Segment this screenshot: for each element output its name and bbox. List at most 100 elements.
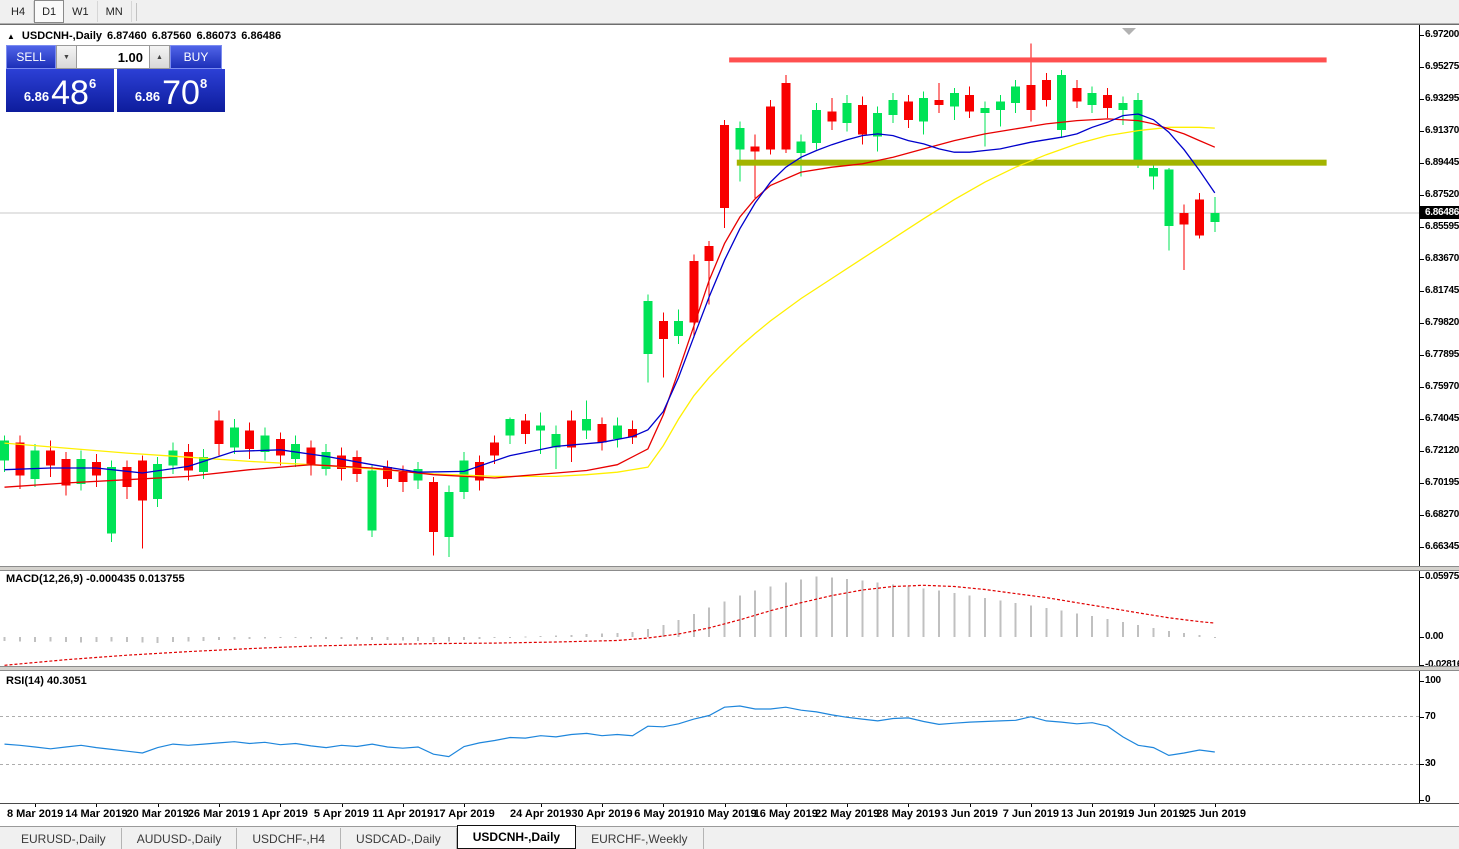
date-tick <box>341 804 343 807</box>
date-tick <box>96 804 98 807</box>
buy-button[interactable]: BUY <box>170 45 222 69</box>
price-axis-tick: 6.91370 <box>1420 125 1459 137</box>
date-tick <box>280 804 282 807</box>
price-axis-tick: 6.81745 <box>1420 285 1459 297</box>
symbol-label: USDCNH-,Daily <box>21 30 102 42</box>
rsi-label: RSI(14) 40.3051 <box>6 675 87 687</box>
date-label: 8 Mar 2019 <box>6 808 64 820</box>
macd-axis-tick: -0.02816 <box>1420 659 1459 671</box>
date-label: 10 May 2019 <box>692 808 757 820</box>
macd-canvas[interactable] <box>0 571 1419 666</box>
rsi-canvas[interactable] <box>0 671 1419 803</box>
buy-price-big: 70 <box>162 74 200 113</box>
buy-price-box[interactable]: 6.86 70 8 <box>117 69 225 112</box>
collapse-icon[interactable]: ▲ <box>7 31 15 41</box>
volume-decrease-icon[interactable]: ▼ <box>56 45 77 69</box>
ohlc-open: 6.87460 <box>107 30 147 42</box>
price-axis-tick: 6.74045 <box>1420 413 1459 425</box>
chart-tab-usdcnh[interactable]: USDCNH-,Daily <box>456 825 577 849</box>
chart-tab-eurchf[interactable]: EURCHF-,Weekly <box>576 828 704 849</box>
ohlc-close: 6.86486 <box>241 30 282 42</box>
timeframe-button-mn[interactable]: MN <box>98 1 132 22</box>
sell-price-big: 48 <box>51 74 89 113</box>
date-tick <box>785 804 787 807</box>
date-label: 24 Apr 2019 <box>510 808 572 820</box>
chart-tab-usdchf[interactable]: USDCHF-,H4 <box>237 828 342 849</box>
one-click-trading-panel: SELL ▼ ▲ BUY 6.86 48 6 6.86 70 8 <box>6 45 225 112</box>
axis-border <box>1419 25 1420 804</box>
panel-splitter-2[interactable] <box>0 666 1459 671</box>
macd-label: MACD(12,26,9) -0.000435 0.013755 <box>6 573 185 585</box>
buy-price-base: 6.86 <box>134 89 161 104</box>
sell-price-base: 6.86 <box>23 89 50 104</box>
date-tick <box>402 804 404 807</box>
date-label: 7 Jun 2019 <box>1002 808 1060 820</box>
price-axis-tick: 6.93295 <box>1420 93 1459 105</box>
date-label: 28 May 2019 <box>876 808 941 820</box>
date-label: 25 Jun 2019 <box>1183 808 1246 820</box>
price-axis-tick: 6.97200 <box>1420 28 1459 40</box>
ohlc-high: 6.87560 <box>151 30 192 42</box>
price-axis-tick: 6.89445 <box>1420 157 1459 169</box>
date-tick <box>1153 804 1155 807</box>
buy-price-pips: 8 <box>199 76 208 91</box>
price-axis-tick: 6.87520 <box>1420 189 1459 201</box>
date-label: 20 Mar 2019 <box>126 808 189 820</box>
timeframe-button-h4[interactable]: H4 <box>3 1 35 22</box>
date-tick <box>157 804 159 807</box>
date-tick <box>847 804 849 807</box>
volume-increase-icon[interactable]: ▲ <box>149 45 170 69</box>
panel-splitter[interactable] <box>0 566 1459 571</box>
date-tick <box>602 804 603 807</box>
date-label: 6 May 2019 <box>634 808 693 820</box>
chart-tab-usdcad[interactable]: USDCAD-,Daily <box>341 828 457 849</box>
chart-shift-marker-icon[interactable] <box>1122 28 1136 35</box>
timeframe-button-d1[interactable]: D1 <box>34 0 65 23</box>
date-tick <box>724 804 726 807</box>
timeframe-button-w1[interactable]: W1 <box>64 1 98 22</box>
chart-tab-eurusd[interactable]: EURUSD-,Daily <box>6 828 122 849</box>
rsi-axis-tick: 0 <box>1420 794 1459 805</box>
toolbar-divider <box>135 2 137 21</box>
price-axis-tick: 6.75970 <box>1420 381 1459 393</box>
date-label: 26 Mar 2019 <box>187 808 251 820</box>
price-chart-canvas[interactable] <box>0 25 1419 566</box>
date-label: 5 Apr 2019 <box>313 808 370 820</box>
chart-tab-audusd[interactable]: AUDUSD-,Daily <box>122 828 238 849</box>
volume-input[interactable] <box>77 45 149 69</box>
price-axis-tick: 6.68270 <box>1420 509 1459 521</box>
date-tick <box>35 804 37 807</box>
date-axis-border <box>0 803 1459 804</box>
date-label: 11 Apr 2019 <box>372 808 434 820</box>
price-axis-tick: 6.85595 <box>1420 221 1459 233</box>
date-label: 19 Jun 2019 <box>1122 808 1185 820</box>
sell-price-box[interactable]: 6.86 48 6 <box>6 69 114 112</box>
price-axis-tick: 6.72120 <box>1420 445 1459 457</box>
price-axis-tick: 6.70195 <box>1420 477 1459 489</box>
chart-header: ▲ USDCNH-,Daily 6.87460 6.87560 6.86073 … <box>7 30 281 42</box>
date-tick <box>540 804 542 807</box>
timeframe-group: H4 D1 W1 MN <box>0 0 132 23</box>
rsi-axis-tick: 30 <box>1420 758 1459 769</box>
rsi-axis-tick: 70 <box>1420 711 1459 722</box>
date-label: 17 Apr 2019 <box>433 808 495 820</box>
date-label: 30 Apr 2019 <box>571 808 633 820</box>
date-tick <box>464 804 466 807</box>
macd-axis-tick: 0.059758 <box>1420 570 1459 582</box>
sell-price-pips: 6 <box>88 76 97 91</box>
macd-axis-tick: 0.00 <box>1420 631 1459 642</box>
date-tick <box>969 804 971 807</box>
sell-button[interactable]: SELL <box>6 45 56 69</box>
date-tick <box>1030 804 1032 807</box>
current-price-label: 6.86486 <box>1420 206 1459 219</box>
price-axis-tick: 6.66345 <box>1420 541 1459 553</box>
price-axis-tick: 6.83670 <box>1420 253 1459 265</box>
date-label: 22 May 2019 <box>814 808 880 820</box>
date-tick <box>1214 804 1216 807</box>
chart-top-border <box>0 24 1459 25</box>
date-label: 13 Jun 2019 <box>1061 808 1124 820</box>
timeframe-toolbar: H4 D1 W1 MN <box>0 0 1459 24</box>
date-tick <box>1092 804 1094 807</box>
price-axis-tick: 6.95275 <box>1420 60 1459 72</box>
